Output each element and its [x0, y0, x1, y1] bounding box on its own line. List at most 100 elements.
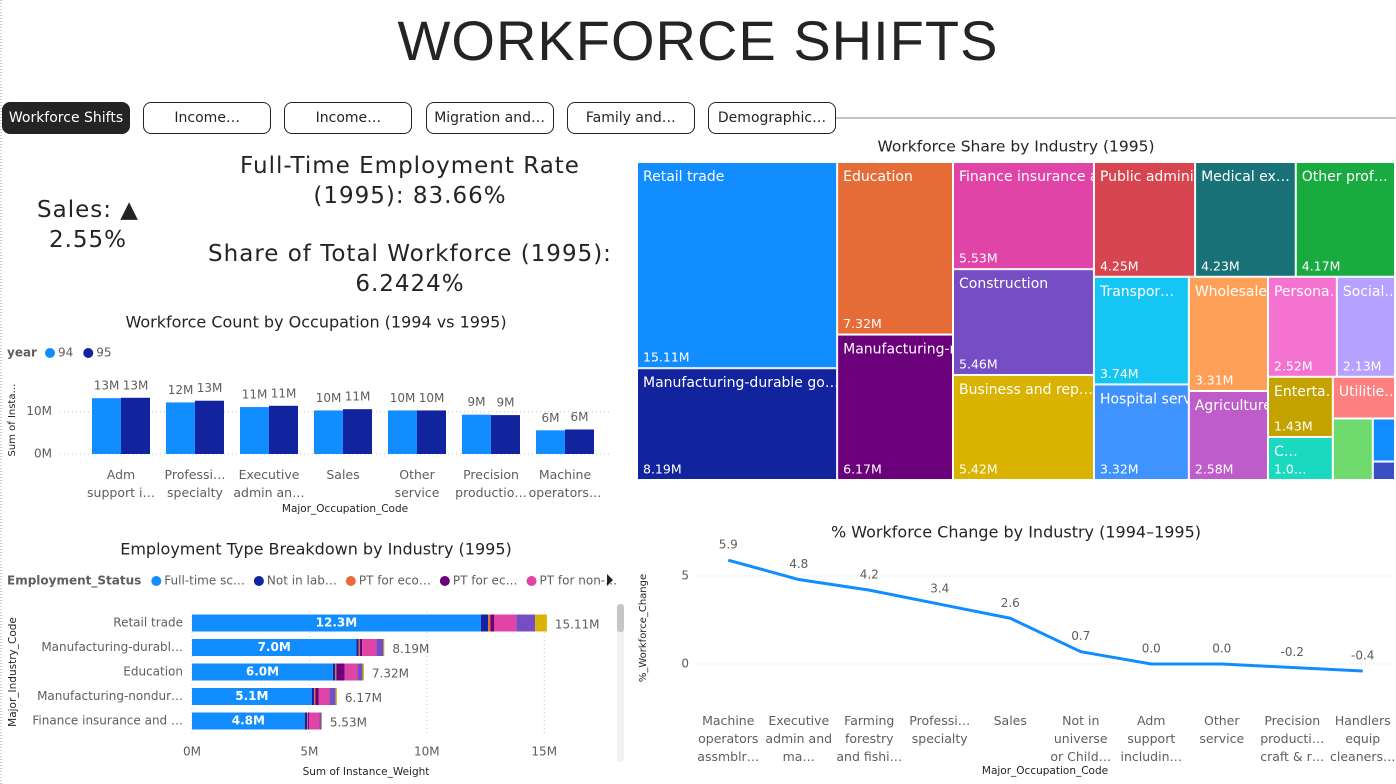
x-tick-label: Not in universe or Child… — [1050, 713, 1112, 764]
tile-value: 8.19M — [643, 462, 682, 477]
y-tick-label: Finance insurance and … — [32, 714, 183, 728]
legend-label: PT for ec… — [453, 574, 518, 588]
bar — [314, 410, 343, 454]
bar-segment — [192, 639, 357, 656]
kpi-card: Sales: ▲ 2.55% — [37, 197, 139, 253]
tile-label: Retail trade — [643, 169, 724, 185]
y-axis-title: %_Workforce_Change — [638, 574, 649, 682]
tile: C… 1.0… — [1267, 437, 1333, 480]
page-title: WORKFORCE SHIFTS — [397, 9, 999, 72]
y-axis-title: Major_Industry_Code — [7, 617, 19, 727]
bar — [343, 409, 372, 454]
data-label: 4.2 — [860, 568, 879, 582]
x-tick-label: Professi… specialty — [909, 713, 971, 746]
nav-tab[interactable]: Income… — [143, 102, 272, 134]
legend-label: 95 — [96, 346, 111, 360]
tile: Medical ex… 4.23M — [1195, 162, 1296, 277]
data-label: 11M — [345, 390, 371, 404]
bar-segment — [192, 663, 333, 681]
x-tick-label: 5M — [300, 745, 318, 759]
x-axis-title: Sum of Instance_Weight — [303, 766, 430, 778]
tile — [1332, 418, 1373, 480]
tile: Retail trade 15.11M — [637, 162, 838, 369]
chart-title: Employment Type Breakdown by Industry (1… — [120, 540, 512, 559]
bar — [536, 430, 565, 454]
nav-tab[interactable]: Family and… — [566, 102, 695, 134]
tile-label: Construction — [959, 276, 1048, 292]
tile-rect — [1372, 418, 1395, 462]
tile-value: 5.46M — [959, 356, 998, 371]
bar-segment — [358, 639, 360, 656]
legend-title: Employment_Status — [7, 574, 141, 589]
data-label: 7.0M — [258, 640, 291, 654]
legend-marker — [151, 576, 162, 586]
tile-rect — [637, 162, 838, 369]
nav-tab[interactable]: Demographic… — [708, 102, 836, 134]
nav-tab[interactable]: Workforce Shifts — [2, 102, 130, 134]
y-tick-label: Retail trade — [113, 616, 183, 630]
x-tick-label: Executive admin and ma… — [765, 713, 833, 764]
x-tick-label: Adm support i… — [87, 467, 155, 500]
x-axis-title: Major_Occupation_Code — [982, 765, 1108, 777]
legend-label: PT for non-… — [540, 574, 618, 588]
x-tick-label: Adm support includin… — [1120, 713, 1183, 764]
legend-scroll[interactable] — [607, 574, 613, 586]
tile: Wholesale trade 3.31M — [1188, 276, 1268, 391]
tile-label: Enterta… — [1274, 384, 1340, 400]
tile-rect — [1332, 376, 1396, 419]
scroll-thumb[interactable] — [617, 604, 624, 632]
nav-tab[interactable]: Migration and… — [425, 102, 554, 134]
bar-segment — [362, 639, 377, 656]
tile-value: 4.23M — [1201, 258, 1240, 273]
tile-rect — [1332, 418, 1373, 480]
tile — [1372, 461, 1395, 480]
data-label: 6M — [571, 410, 589, 424]
bar-segment — [383, 639, 385, 656]
bar — [388, 410, 417, 454]
x-tick-label: Handlers equip cleaners… — [1330, 713, 1396, 764]
data-label: 13M — [123, 378, 149, 392]
x-tick-label: Sales — [993, 713, 1027, 728]
bar-segment — [359, 639, 363, 656]
bar — [166, 402, 195, 454]
x-tick-label: Farming forestry and fishi… — [836, 713, 903, 764]
tile-label: Education — [843, 169, 913, 185]
chart-title: % Workforce Change by Industry (1994–199… — [831, 523, 1201, 542]
tile: Hospital services 3.32M — [1093, 384, 1189, 480]
tile-label: Manufacturing-nond… — [843, 342, 999, 358]
x-tick-label: Executive admin an… — [233, 467, 305, 500]
tile: Finance insurance an… 5.53M — [952, 162, 1094, 270]
bar-segment — [362, 663, 364, 681]
scroll-track — [617, 604, 624, 762]
kpi-card: Full-Time Employment Rate (1995): 83.66% — [240, 153, 580, 209]
bar-segment — [357, 663, 363, 681]
tile-value: 1.0… — [1274, 462, 1306, 477]
tile-rect — [952, 269, 1094, 375]
bar-segment — [308, 712, 320, 730]
tile-label: Manufacturing-durable go… — [643, 375, 839, 391]
data-label: 10M — [390, 391, 416, 405]
data-label: -0.4 — [1351, 649, 1374, 663]
data-label: 0.0 — [1142, 642, 1161, 656]
legend-label: Not in lab… — [267, 574, 337, 588]
x-tick-label: Other service — [394, 467, 440, 500]
x-tick-label: Precision producti… craft & r… — [1260, 713, 1325, 764]
legend-label: Full-time sc… — [164, 574, 245, 588]
data-label: 9M — [468, 395, 486, 409]
x-tick-label: Machine operators assmblr… — [697, 713, 760, 764]
tile: Persona… 2.52M — [1267, 276, 1337, 377]
tile-value: 15.11M — [643, 350, 690, 365]
tile-value: 2.58M — [1195, 462, 1234, 477]
data-label: 13M — [94, 379, 120, 393]
tile-value: 3.31M — [1195, 372, 1234, 387]
tile: Public administr… 4.25M — [1093, 162, 1196, 277]
bar — [92, 398, 121, 454]
legend-marker — [83, 348, 94, 358]
tile: Manufacturing-nond… 6.17M — [837, 334, 999, 480]
tile: Construction 5.46M — [952, 269, 1094, 375]
tile: Agriculture 2.58M — [1188, 390, 1268, 480]
bar-segment — [332, 663, 336, 681]
nav-tab[interactable]: Income… — [284, 102, 413, 134]
tile-value: 3.74M — [1100, 366, 1139, 381]
